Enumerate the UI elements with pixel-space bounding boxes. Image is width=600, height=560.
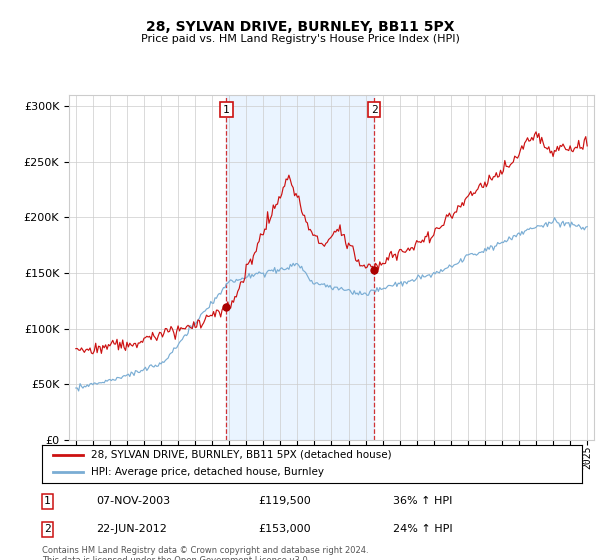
Text: 28, SYLVAN DRIVE, BURNLEY, BB11 5PX: 28, SYLVAN DRIVE, BURNLEY, BB11 5PX (146, 20, 454, 34)
Text: HPI: Average price, detached house, Burnley: HPI: Average price, detached house, Burn… (91, 468, 323, 478)
Text: Contains HM Land Registry data © Crown copyright and database right 2024.
This d: Contains HM Land Registry data © Crown c… (42, 546, 368, 560)
Text: 2: 2 (371, 105, 377, 115)
Text: £153,000: £153,000 (258, 524, 311, 534)
Text: 28, SYLVAN DRIVE, BURNLEY, BB11 5PX (detached house): 28, SYLVAN DRIVE, BURNLEY, BB11 5PX (det… (91, 450, 391, 460)
Bar (226, 95, 374, 440)
Text: £119,500: £119,500 (258, 496, 311, 506)
Text: 24% ↑ HPI: 24% ↑ HPI (393, 524, 452, 534)
Text: 07-NOV-2003: 07-NOV-2003 (96, 496, 170, 506)
Text: 22-JUN-2012: 22-JUN-2012 (96, 524, 167, 534)
Text: 36% ↑ HPI: 36% ↑ HPI (393, 496, 452, 506)
Text: 1: 1 (223, 105, 230, 115)
Text: Price paid vs. HM Land Registry's House Price Index (HPI): Price paid vs. HM Land Registry's House … (140, 34, 460, 44)
Text: 2: 2 (44, 524, 51, 534)
Text: 1: 1 (44, 496, 51, 506)
